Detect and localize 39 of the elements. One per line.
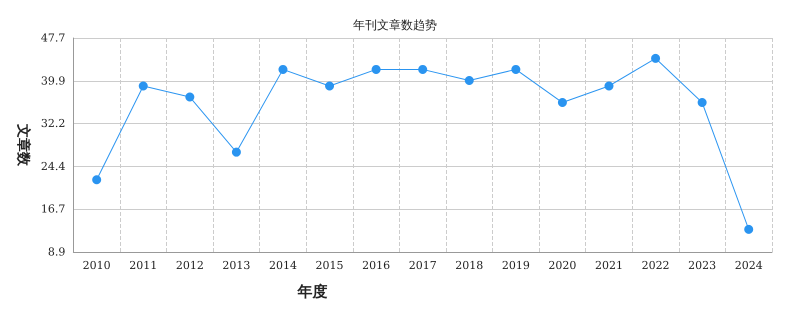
x-tick-label: 2011 — [129, 259, 158, 272]
x-tick-label: 2016 — [362, 259, 390, 272]
point — [232, 148, 241, 157]
point — [92, 175, 102, 184]
x-tick-label: 2017 — [408, 259, 437, 272]
y-tick-label: 32.2 — [40, 116, 66, 130]
y-tick-label: 39.9 — [40, 74, 66, 88]
y-tick-label: 8.9 — [48, 246, 66, 258]
point — [138, 81, 148, 90]
x-tick-label: 2015 — [316, 259, 344, 272]
x-tick-label: 2018 — [455, 259, 484, 272]
point — [651, 54, 660, 63]
point — [325, 81, 334, 90]
x-tick-label: 2022 — [642, 259, 670, 272]
x-tick-label: 2020 — [548, 259, 576, 272]
y-tick-label: 16.7 — [40, 202, 66, 216]
point — [185, 92, 194, 102]
y-tick-label: 47.7 — [40, 32, 66, 44]
point — [511, 64, 520, 74]
x-tick-label: 2010 — [82, 259, 111, 272]
x-tick-label: 2021 — [594, 259, 623, 272]
x-tick-label: 2023 — [688, 259, 716, 272]
point — [372, 64, 381, 74]
point — [744, 224, 754, 234]
x-tick-label: 2024 — [734, 259, 763, 272]
x-tick-label: 2019 — [502, 259, 530, 272]
chart-title: 年刊文章数趋势 — [353, 18, 437, 32]
x-tick-label: 2014 — [268, 259, 297, 272]
y-tick-label: 24.4 — [40, 160, 66, 174]
x-tick-label: 2012 — [176, 259, 204, 272]
point — [558, 98, 567, 108]
point — [278, 64, 288, 74]
point — [464, 76, 474, 85]
y-axis-title: 文章数 — [15, 123, 32, 167]
x-tick-label: 2013 — [222, 259, 250, 272]
point — [698, 98, 707, 108]
point — [418, 64, 428, 74]
x-axis-title: 年度 — [296, 282, 328, 300]
point — [604, 81, 614, 90]
